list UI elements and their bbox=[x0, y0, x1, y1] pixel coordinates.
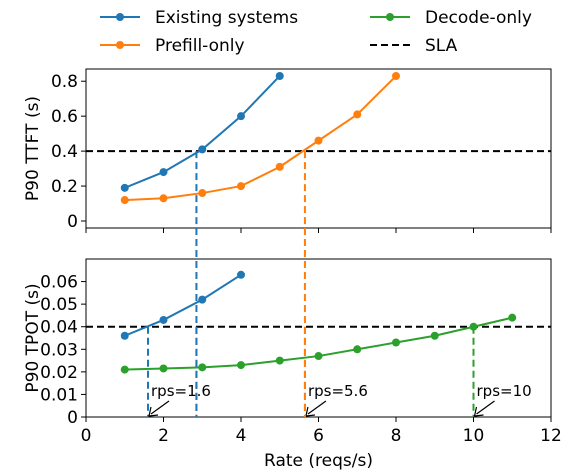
tpot-ytick-label: 0.03 bbox=[40, 340, 78, 360]
ttft-data-point bbox=[353, 110, 362, 119]
legend-label: SLA bbox=[425, 36, 458, 56]
tpot-data-point bbox=[314, 352, 323, 361]
tpot-ytick-label: 0.06 bbox=[40, 273, 78, 293]
ttft-ytick-label: 0.8 bbox=[51, 72, 78, 92]
tpot-annotation-arrow bbox=[150, 400, 170, 415]
tpot-annotation-arrowhead bbox=[473, 406, 484, 417]
tpot-xtick-label: 0 bbox=[81, 426, 92, 446]
tpot-data-point bbox=[392, 338, 400, 347]
ttft-data-point bbox=[314, 136, 323, 145]
tpot-annotation-arrow bbox=[307, 400, 327, 415]
tpot-xtick-label: 6 bbox=[313, 426, 324, 446]
legend-swatch-marker bbox=[116, 41, 124, 49]
legend-swatch-marker bbox=[116, 13, 124, 21]
tpot-data-point bbox=[159, 364, 168, 373]
ttft-ytick-label: 0 bbox=[67, 212, 78, 232]
ttft-data-point bbox=[159, 168, 168, 177]
tpot-data-point bbox=[120, 331, 129, 340]
tpot-panel: 0 0.010.02 0.030.04 0.050.06 0 2 4 6 8 10 12 P90 TP… bbox=[23, 258, 562, 471]
tpot-xtick-label: 2 bbox=[158, 426, 169, 446]
ttft-data-point bbox=[120, 183, 129, 192]
ttft-data-point bbox=[275, 162, 284, 171]
tpot-data-point bbox=[237, 361, 245, 370]
legend-swatch-marker bbox=[386, 13, 394, 21]
tpot-series-line-0 bbox=[124, 273, 242, 337]
tpot-data-point bbox=[430, 331, 439, 340]
tpot-data-point bbox=[198, 363, 207, 372]
legend: Existing systems Decode-only Prefill-only S… bbox=[100, 8, 532, 56]
ttft-data-point bbox=[275, 71, 284, 80]
tpot-annotation-label: rps=10 bbox=[477, 382, 532, 400]
ttft-data-point bbox=[237, 112, 245, 121]
ttft-ylabel: P90 TTFT (s) bbox=[23, 96, 43, 201]
tpot-xlabel: Rate (reqs/s) bbox=[264, 451, 373, 471]
tpot-xtick-label: 10 bbox=[463, 426, 485, 446]
ttft-data-point bbox=[198, 189, 207, 198]
ttft-data-point bbox=[392, 71, 400, 80]
ttft-ytick-label: 0.6 bbox=[51, 107, 78, 127]
tpot-annotation-arrow bbox=[476, 400, 495, 415]
cross-panel-overlay bbox=[195, 228, 306, 417]
tpot-data-point bbox=[275, 356, 284, 365]
tpot-data-point bbox=[198, 295, 207, 304]
ttft-data-point bbox=[120, 196, 129, 205]
tpot-ytick-label: 0.04 bbox=[40, 318, 78, 338]
tpot-xtick-label: 8 bbox=[391, 426, 402, 446]
ttft-panel: 0 0.2 0.4 0.6 0.8 P90 TTFT (s) bbox=[23, 68, 552, 233]
ttft-data-point bbox=[198, 145, 207, 154]
ttft-ytick-label: 0.2 bbox=[51, 177, 78, 197]
ttft-data-point bbox=[159, 194, 168, 203]
tpot-ylabel: P90 TPOT (s) bbox=[23, 283, 43, 392]
tpot-data-point bbox=[120, 365, 129, 374]
ttft-series-line-1 bbox=[124, 75, 397, 202]
ttft-plot-frame bbox=[85, 68, 552, 229]
tpot-annotation-label: rps=5.6 bbox=[308, 382, 368, 400]
tpot-data-point bbox=[508, 313, 517, 322]
ttft-ytick-label: 0.4 bbox=[51, 142, 78, 162]
legend-label: Prefill-only bbox=[155, 36, 245, 56]
tpot-annotation-label: rps=1.6 bbox=[151, 382, 211, 400]
tpot-series-line-1 bbox=[124, 316, 513, 371]
legend-label: Decode-only bbox=[425, 8, 532, 28]
legend-label: Existing systems bbox=[155, 8, 298, 28]
tpot-data-point bbox=[237, 270, 245, 279]
tpot-annotation-arrowhead bbox=[148, 406, 159, 417]
tpot-ytick-label: 0.02 bbox=[40, 363, 78, 383]
tpot-xtick-label: 4 bbox=[236, 426, 247, 446]
tpot-data-point bbox=[353, 345, 362, 354]
ttft-series-line-0 bbox=[124, 75, 281, 189]
tpot-ytick-label: 0.05 bbox=[40, 295, 78, 315]
tpot-data-point bbox=[159, 315, 168, 324]
tpot-ytick-label: 0 bbox=[67, 408, 78, 428]
ttft-data-point bbox=[237, 182, 245, 191]
tpot-data-point bbox=[469, 322, 478, 331]
tpot-xtick-label: 12 bbox=[540, 426, 562, 446]
tpot-ytick-label: 0.01 bbox=[40, 385, 78, 405]
